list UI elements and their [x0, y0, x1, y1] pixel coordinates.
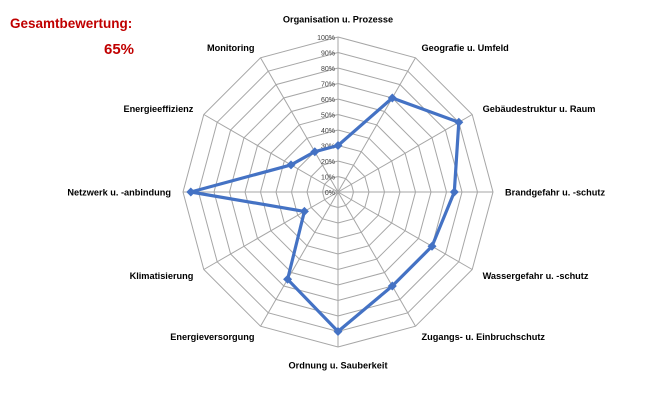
overall-score-label: Gesamtbewertung:	[10, 16, 133, 31]
tick-label: 80%	[321, 66, 335, 73]
tick-label: 40%	[321, 128, 335, 135]
category-label: Brandgefahr u. -schutz	[505, 188, 605, 198]
category-label: Netzwerk u. -anbindung	[67, 188, 171, 198]
data-point	[310, 147, 320, 157]
data-point	[333, 327, 343, 336]
category-label: Ordnung u. Sauberkeit	[288, 361, 387, 371]
tick-label: 90%	[321, 51, 335, 58]
grid-spoke	[260, 57, 339, 193]
category-label: Klimatisierung	[130, 271, 194, 281]
tick-label: 50%	[321, 113, 335, 120]
radar-grid	[182, 36, 494, 348]
data-point	[387, 281, 397, 291]
overall-score-value: 65%	[104, 41, 135, 58]
data-point	[283, 274, 293, 284]
grid-spoke	[337, 191, 416, 327]
data-point	[387, 93, 397, 103]
data-point	[299, 206, 309, 216]
category-label: Organisation u. Prozesse	[283, 15, 393, 25]
category-label: Monitoring	[207, 43, 254, 53]
grid-spoke	[203, 114, 339, 193]
category-labels: Organisation u. Prozesse Geografie u. Umf…	[67, 15, 605, 371]
grid-spoke	[260, 191, 339, 327]
tick-label: 70%	[321, 82, 335, 89]
data-point	[427, 241, 437, 251]
data-point	[286, 160, 296, 170]
category-label: Geografie u. Umfeld	[422, 43, 509, 53]
tick-label: 0%	[325, 190, 335, 197]
category-label: Zugangs- u. Einbruchschutz	[422, 332, 546, 342]
tick-label: 60%	[321, 97, 335, 104]
data-point	[186, 187, 196, 197]
grid-spoke	[337, 57, 416, 193]
data-point	[449, 187, 459, 197]
tick-label: 20%	[321, 159, 335, 166]
category-label: Energieversorgung	[170, 332, 254, 342]
radial-tick-labels: 0%10%20%30%40%50%60%70%80%90%100%	[317, 35, 335, 197]
data-point	[454, 117, 464, 127]
tick-label: 10%	[321, 175, 335, 182]
grid-spoke	[337, 114, 473, 193]
tick-label: 100%	[317, 35, 335, 42]
category-label: Gebäudestruktur u. Raum	[483, 104, 596, 114]
category-label: Wassergefahr u. -schutz	[483, 271, 589, 281]
data-series	[186, 93, 464, 336]
data-point	[333, 141, 343, 150]
grid-spoke	[203, 191, 339, 270]
category-label: Energieeffizienz	[123, 104, 193, 114]
grid-spoke	[337, 191, 473, 270]
